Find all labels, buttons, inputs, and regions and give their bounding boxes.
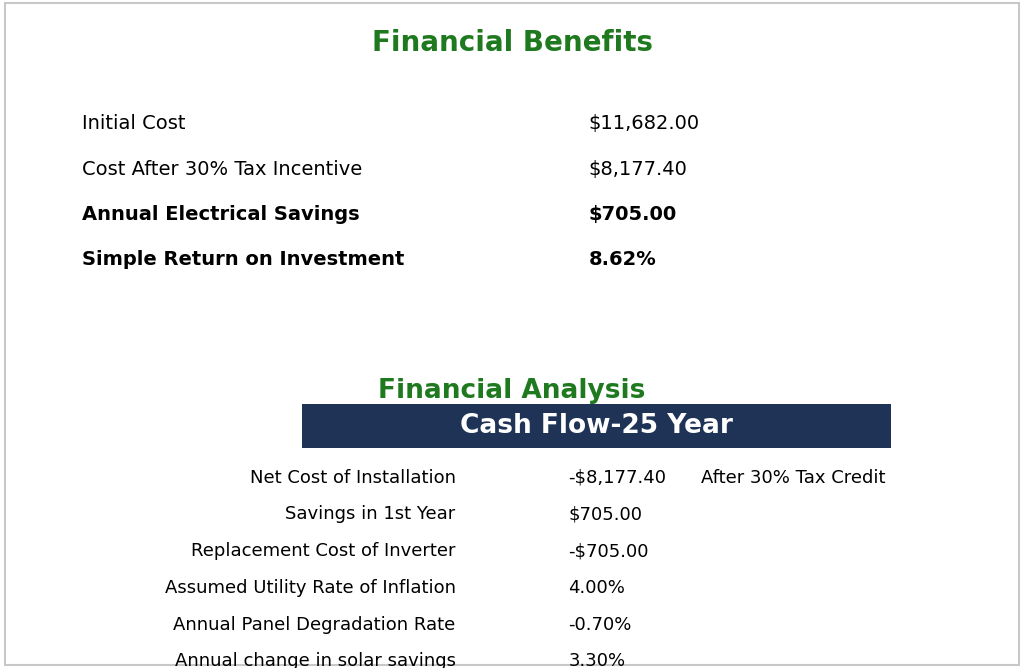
Text: Net Cost of Installation: Net Cost of Installation	[250, 469, 456, 486]
Text: $11,682.00: $11,682.00	[589, 114, 700, 133]
Text: Cash Flow-25 Year: Cash Flow-25 Year	[460, 413, 733, 439]
Text: Assumed Utility Rate of Inflation: Assumed Utility Rate of Inflation	[165, 579, 456, 597]
Text: Financial Benefits: Financial Benefits	[372, 29, 652, 57]
Text: Annual Panel Degradation Rate: Annual Panel Degradation Rate	[173, 616, 456, 633]
Text: -$8,177.40: -$8,177.40	[568, 469, 667, 486]
Text: Financial Analysis: Financial Analysis	[378, 378, 646, 403]
Text: Annual Electrical Savings: Annual Electrical Savings	[82, 205, 359, 224]
FancyBboxPatch shape	[302, 404, 891, 448]
Text: 8.62%: 8.62%	[589, 250, 656, 269]
Text: Annual change in solar savings: Annual change in solar savings	[175, 653, 456, 668]
Text: $705.00: $705.00	[589, 205, 677, 224]
Text: -$705.00: -$705.00	[568, 542, 649, 560]
Text: Replacement Cost of Inverter: Replacement Cost of Inverter	[191, 542, 456, 560]
Text: Cost After 30% Tax Incentive: Cost After 30% Tax Incentive	[82, 160, 362, 178]
Text: 4.00%: 4.00%	[568, 579, 626, 597]
Text: Savings in 1st Year: Savings in 1st Year	[286, 506, 456, 523]
Text: Initial Cost: Initial Cost	[82, 114, 185, 133]
Text: Simple Return on Investment: Simple Return on Investment	[82, 250, 404, 269]
Text: -0.70%: -0.70%	[568, 616, 632, 633]
Text: $705.00: $705.00	[568, 506, 642, 523]
Text: $8,177.40: $8,177.40	[589, 160, 688, 178]
Text: 3.30%: 3.30%	[568, 653, 626, 668]
Text: After 30% Tax Credit: After 30% Tax Credit	[701, 469, 886, 486]
